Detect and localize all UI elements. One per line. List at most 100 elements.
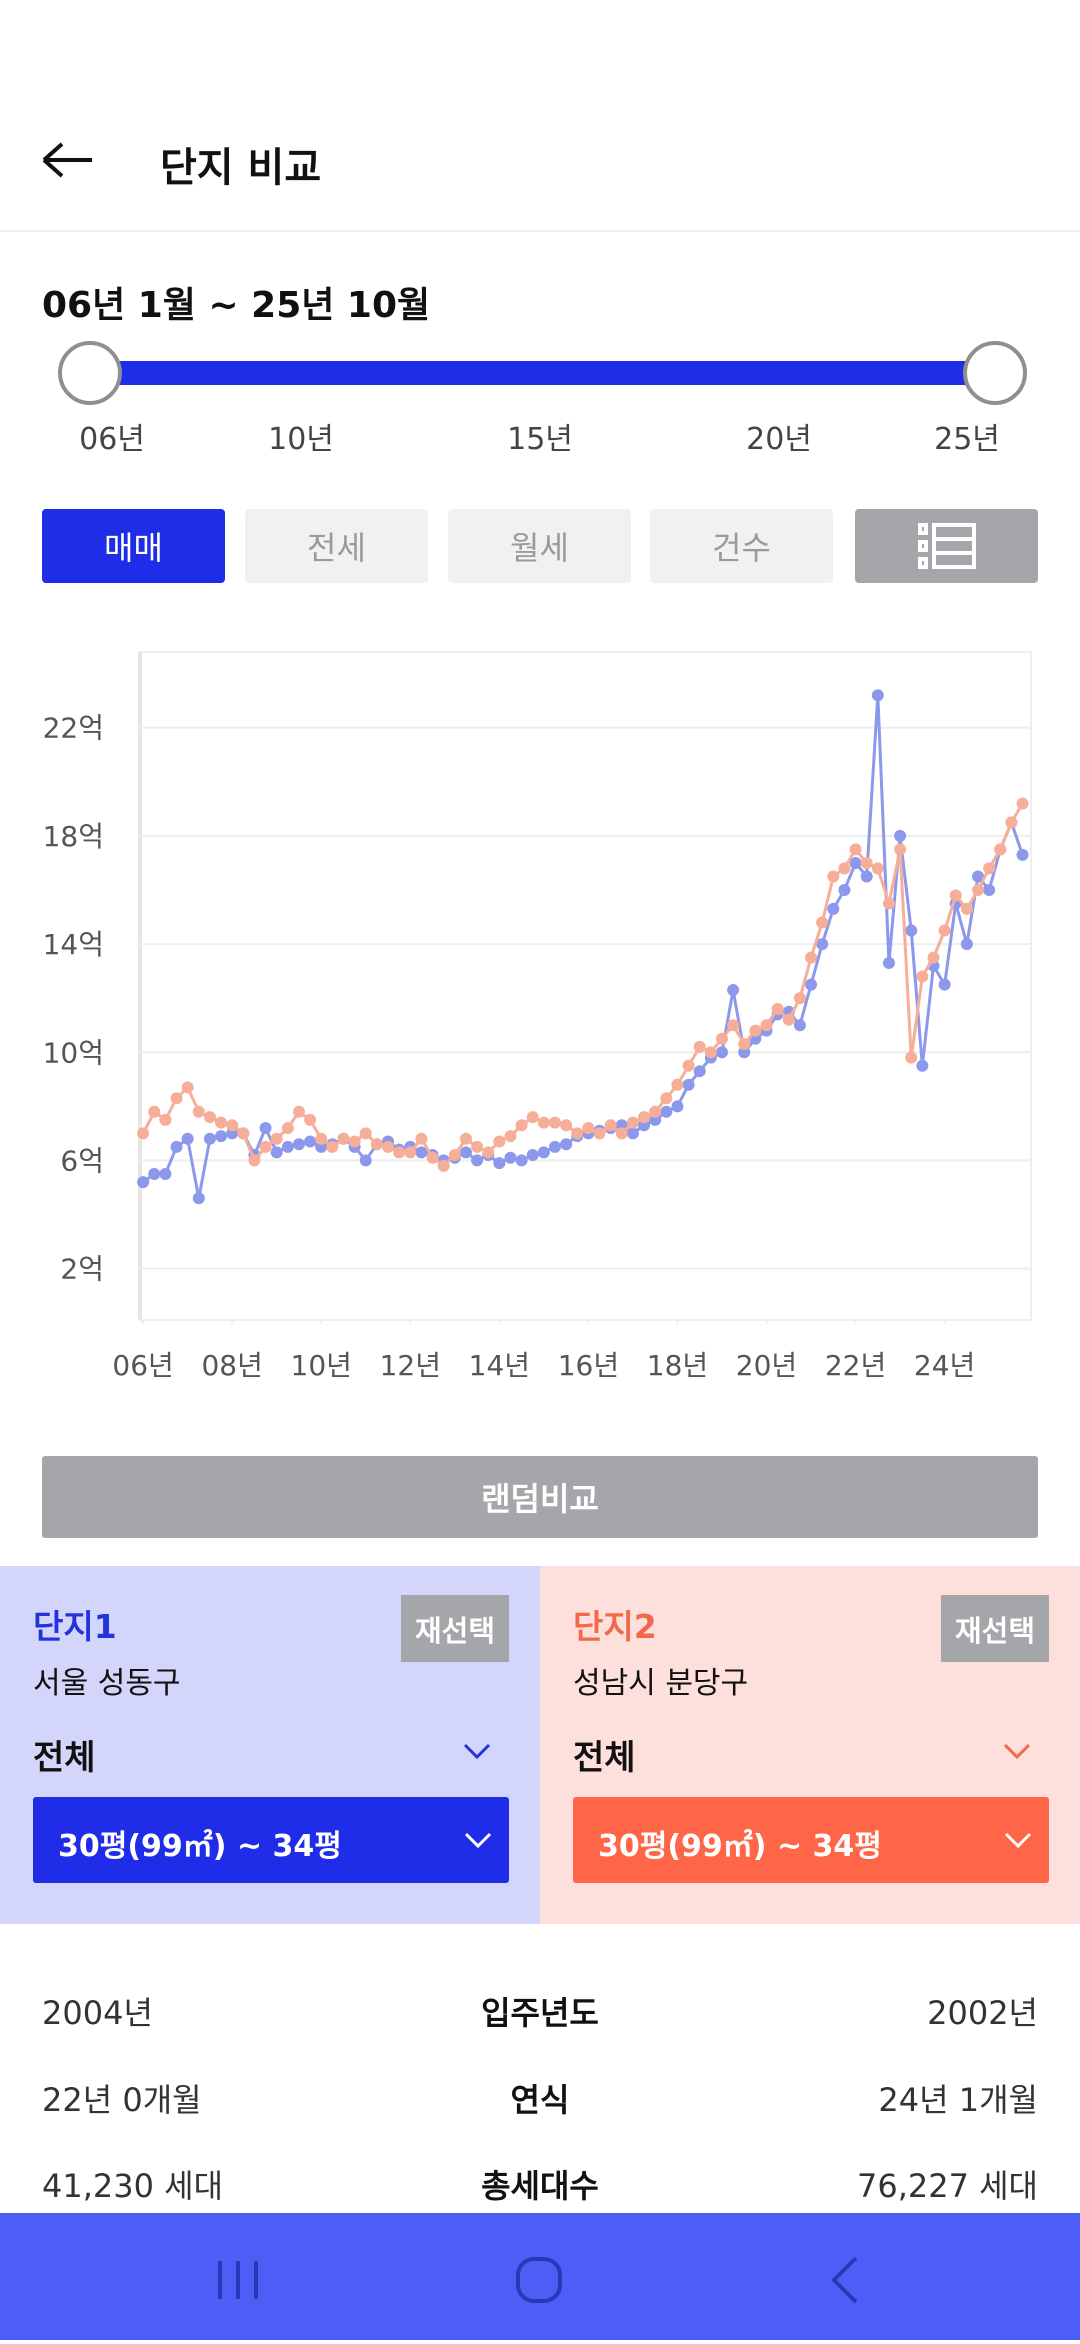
data-point xyxy=(259,1121,272,1134)
data-point xyxy=(137,1127,150,1140)
data-point xyxy=(660,1105,673,1118)
data-point xyxy=(471,1140,484,1153)
y-tick-label: 22억 xyxy=(43,712,104,745)
data-point xyxy=(805,951,818,964)
data-point xyxy=(871,689,884,702)
data-point xyxy=(459,1146,472,1159)
data-point xyxy=(715,1046,728,1059)
data-point xyxy=(203,1111,216,1124)
data-point xyxy=(960,902,973,915)
data-point xyxy=(426,1151,439,1164)
data-point xyxy=(905,924,918,937)
data-point xyxy=(782,1013,795,1026)
data-point xyxy=(259,1140,272,1153)
data-point xyxy=(816,938,829,951)
data-point xyxy=(983,862,996,875)
data-point xyxy=(983,883,996,896)
data-point xyxy=(548,1140,561,1153)
size-dropdown[interactable]: 30평(99㎡) ~ 34평 xyxy=(33,1797,509,1883)
tab[interactable]: 월세 xyxy=(448,509,631,583)
tab-active[interactable]: 매매 xyxy=(42,509,225,583)
data-point xyxy=(838,883,851,896)
tab[interactable]: 건수 xyxy=(650,509,833,583)
x-tick-label: 22년 xyxy=(825,1349,886,1382)
range-tick: 25년 xyxy=(934,422,1000,457)
reselect-button[interactable]: 재선택 xyxy=(401,1595,509,1662)
data-point xyxy=(938,924,951,937)
row-header: 총세대수 xyxy=(481,2167,599,2205)
page-title: 단지 비교 xyxy=(160,145,322,191)
x-tick-label: 12년 xyxy=(380,1349,441,1382)
filter-select[interactable]: 전체 xyxy=(573,1738,636,1778)
divider xyxy=(0,230,1080,232)
data-point xyxy=(448,1149,461,1162)
data-point xyxy=(771,1002,784,1015)
y-tick-label: 2억 xyxy=(60,1253,104,1286)
data-point xyxy=(805,978,818,991)
series-line xyxy=(141,802,1024,1168)
data-point xyxy=(838,862,851,875)
complex-title: 단지2 xyxy=(573,1607,657,1646)
data-point xyxy=(292,1105,305,1118)
data-point xyxy=(682,1059,695,1072)
data-point xyxy=(860,870,873,883)
data-point xyxy=(359,1154,372,1167)
data-point xyxy=(727,1019,740,1032)
data-point xyxy=(560,1138,573,1151)
back-button[interactable] xyxy=(40,140,96,180)
data-point xyxy=(537,1146,550,1159)
data-point xyxy=(359,1127,372,1140)
data-point xyxy=(882,957,895,970)
data-point xyxy=(471,1154,484,1167)
range-tick: 20년 xyxy=(746,422,812,457)
plot-area xyxy=(139,651,1032,1321)
data-point xyxy=(626,1116,639,1129)
data-point xyxy=(649,1105,662,1118)
data-point xyxy=(671,1078,684,1091)
data-point xyxy=(348,1135,361,1148)
data-point xyxy=(715,1032,728,1045)
data-point xyxy=(682,1078,695,1091)
list-view-button[interactable] xyxy=(855,509,1038,583)
data-point xyxy=(704,1046,717,1059)
data-point xyxy=(905,1051,918,1064)
data-point xyxy=(482,1146,495,1159)
nav-icons xyxy=(218,2256,858,2304)
x-tick-label: 10년 xyxy=(291,1349,352,1382)
range-tick: 10년 xyxy=(268,422,334,457)
data-point xyxy=(849,843,862,856)
data-point xyxy=(181,1132,194,1145)
tab[interactable]: 전세 xyxy=(245,509,428,583)
data-point xyxy=(192,1192,205,1205)
range-handle-end[interactable] xyxy=(963,341,1027,405)
data-point xyxy=(793,1019,806,1032)
data-point xyxy=(638,1111,651,1124)
data-point xyxy=(437,1159,450,1172)
data-point xyxy=(894,829,907,842)
price-chart: 2억 6억 10억 14억 18억 22억 06년 08년 10년 12년 14년 16년 18년 20년… xyxy=(43,651,1032,1382)
size-dropdown[interactable]: 30평(99㎡) ~ 34평 xyxy=(573,1797,1049,1883)
data-point xyxy=(604,1119,617,1132)
data-point xyxy=(994,843,1007,856)
data-point xyxy=(693,1040,706,1053)
data-point xyxy=(660,1092,673,1105)
data-point xyxy=(170,1092,183,1105)
data-point xyxy=(571,1127,584,1140)
data-point xyxy=(827,902,840,915)
size-label: 30평(99㎡) ~ 34평 xyxy=(598,1829,882,1864)
range-tick: 15년 xyxy=(507,422,573,457)
data-point xyxy=(827,870,840,883)
y-tick-label: 6억 xyxy=(60,1144,104,1177)
data-point xyxy=(760,1019,773,1032)
reselect-button[interactable]: 재선택 xyxy=(941,1595,1049,1662)
x-tick-label: 20년 xyxy=(736,1349,797,1382)
range-handle-start[interactable] xyxy=(58,341,122,405)
data-point xyxy=(916,970,929,983)
random-compare-button[interactable]: 랜덤비교 xyxy=(42,1456,1038,1538)
data-point xyxy=(526,1149,539,1162)
range-bar xyxy=(90,361,995,385)
chevron xyxy=(1004,1832,1032,1849)
filter-select[interactable]: 전체 xyxy=(33,1738,96,1778)
data-point xyxy=(326,1140,339,1153)
data-point xyxy=(793,992,806,1005)
